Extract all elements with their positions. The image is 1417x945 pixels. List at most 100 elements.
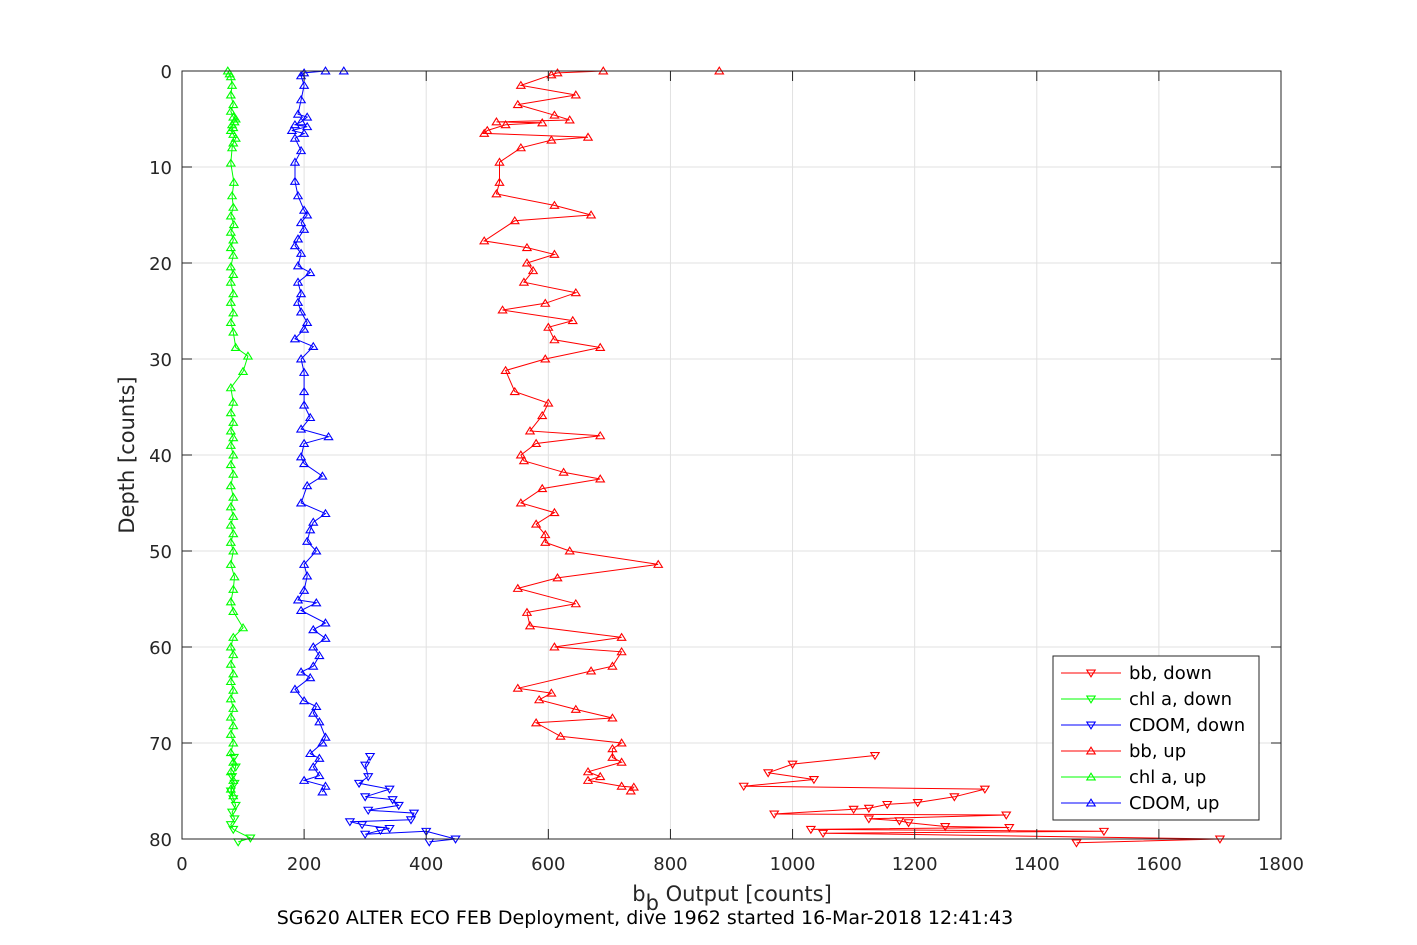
data-point xyxy=(848,805,859,815)
data-point xyxy=(228,269,239,279)
data-point xyxy=(555,731,566,740)
data-point xyxy=(515,80,527,89)
data-point xyxy=(228,219,240,229)
data-point xyxy=(1001,811,1012,820)
data-point xyxy=(225,242,237,252)
data-point xyxy=(869,751,881,761)
data-point xyxy=(549,249,560,258)
legend-entry-label: chl a, up xyxy=(1129,767,1206,788)
data-point xyxy=(359,830,371,840)
data-point xyxy=(225,382,237,392)
data-point xyxy=(482,125,493,135)
data-point xyxy=(292,277,304,286)
data-point xyxy=(225,676,237,686)
x-tick-label: 200 xyxy=(287,854,321,875)
data-point xyxy=(228,757,239,766)
data-point xyxy=(228,649,239,659)
data-point xyxy=(292,261,304,270)
data-point xyxy=(228,450,239,459)
data-point xyxy=(298,695,310,705)
data-point xyxy=(1004,823,1015,833)
data-point xyxy=(384,824,395,834)
data-point xyxy=(225,71,237,81)
data-point xyxy=(286,125,298,135)
legend-box xyxy=(1052,655,1260,821)
data-point xyxy=(515,498,527,507)
data-point xyxy=(292,297,304,306)
data-point xyxy=(301,317,313,327)
legend-entry-label: CDOM, down xyxy=(1129,715,1245,736)
data-point xyxy=(512,583,523,592)
grid-lines xyxy=(182,71,1281,839)
data-point xyxy=(295,354,307,363)
data-point xyxy=(225,227,237,236)
data-point xyxy=(314,717,325,726)
data-point xyxy=(515,142,527,152)
data-point xyxy=(225,784,237,793)
data-point xyxy=(305,412,316,422)
data-point xyxy=(543,322,554,331)
data-point xyxy=(582,132,594,141)
data-point xyxy=(769,810,780,819)
data-point xyxy=(912,799,923,808)
data-point xyxy=(805,825,817,835)
data-point xyxy=(295,248,307,257)
x-tick-label: 400 xyxy=(409,854,443,875)
data-point xyxy=(405,816,417,825)
data-point xyxy=(494,177,505,186)
data-point xyxy=(228,775,239,784)
data-point xyxy=(228,177,240,186)
legend-marker xyxy=(1085,746,1097,755)
data-point xyxy=(298,775,310,784)
data-point xyxy=(225,90,237,99)
data-point xyxy=(491,117,502,126)
data-point xyxy=(295,424,307,433)
legend-marker xyxy=(1085,695,1097,704)
data-point xyxy=(298,400,310,409)
data-point xyxy=(564,546,575,555)
data-point xyxy=(228,528,239,538)
data-point xyxy=(549,507,560,517)
data-point xyxy=(225,480,237,490)
data-point xyxy=(323,431,334,441)
data-point xyxy=(940,823,951,832)
data-point xyxy=(363,806,374,816)
data-point xyxy=(305,748,316,758)
data-point xyxy=(616,632,627,641)
data-point xyxy=(616,738,627,747)
data-point xyxy=(549,334,560,344)
data-point xyxy=(225,559,237,568)
data-point xyxy=(881,800,893,810)
data-point xyxy=(540,354,551,363)
data-point xyxy=(228,327,239,336)
data-point xyxy=(228,584,239,593)
data-point xyxy=(228,669,239,678)
data-point xyxy=(295,498,307,507)
data-point xyxy=(295,145,307,155)
x-tick-label: 1600 xyxy=(1136,854,1182,875)
data-point xyxy=(305,267,316,277)
data-point xyxy=(308,642,319,651)
data-point xyxy=(500,119,511,129)
data-point xyxy=(518,455,530,465)
data-point xyxy=(229,815,240,824)
legend-entry-label: bb, up xyxy=(1129,741,1186,762)
data-point xyxy=(949,793,960,802)
data-point xyxy=(558,467,569,476)
data-point xyxy=(226,190,238,200)
data-point xyxy=(314,650,325,660)
data-point xyxy=(533,694,545,704)
series-layer xyxy=(222,66,1226,848)
data-point xyxy=(298,367,310,376)
y-tick-label: 10 xyxy=(149,158,172,179)
data-point xyxy=(863,804,875,814)
data-point xyxy=(225,407,237,417)
data-point xyxy=(1098,827,1110,837)
data-point xyxy=(289,684,301,693)
data-point xyxy=(570,704,582,713)
y-tick-label: 50 xyxy=(149,542,172,563)
data-point xyxy=(228,250,239,259)
chart-caption: SG620 ALTER ECO FEB Deployment, dive 196… xyxy=(277,907,1013,929)
data-point xyxy=(494,157,505,166)
data-point xyxy=(298,458,310,468)
